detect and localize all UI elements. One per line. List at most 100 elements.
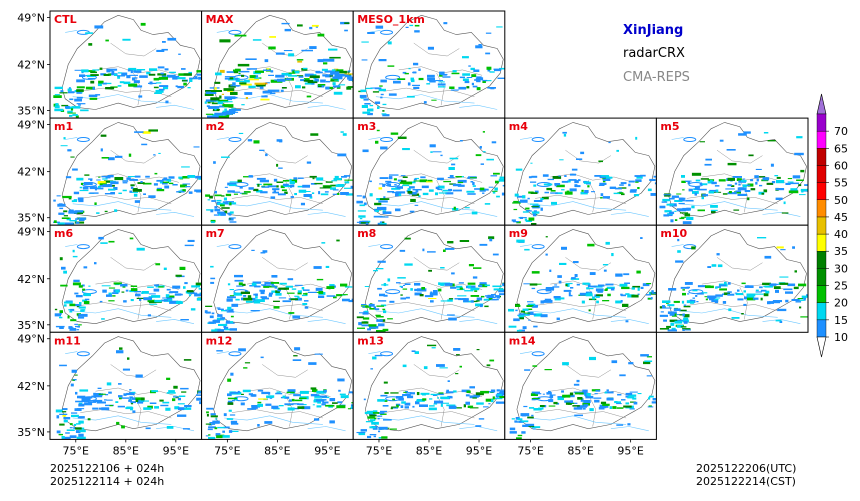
echo-cell bbox=[210, 415, 218, 418]
echo-cell bbox=[180, 319, 189, 321]
echo-cell bbox=[680, 216, 687, 218]
echo-cell bbox=[270, 196, 276, 199]
echo-cell bbox=[576, 283, 580, 286]
echo-cell bbox=[99, 67, 103, 70]
echo-cell bbox=[379, 293, 385, 297]
echo-cell bbox=[175, 85, 178, 88]
echo-cell bbox=[343, 175, 351, 177]
echo-cell bbox=[78, 324, 82, 326]
echo-cell bbox=[253, 293, 258, 296]
echo-cell bbox=[224, 326, 229, 330]
echo-cell bbox=[98, 176, 101, 178]
echo-cell bbox=[314, 353, 323, 355]
echo-cell bbox=[162, 297, 171, 299]
echo-cell bbox=[602, 264, 609, 266]
district-boundary bbox=[95, 280, 179, 290]
echo-cell bbox=[128, 399, 132, 402]
echo-cell bbox=[162, 401, 170, 404]
lon-tick-label: 85°E bbox=[567, 444, 593, 457]
panel-content bbox=[204, 229, 354, 332]
echo-cell bbox=[491, 141, 497, 144]
echo-cell bbox=[59, 310, 63, 314]
echo-cell bbox=[571, 402, 575, 404]
echo-cell bbox=[469, 407, 479, 409]
province-boundary bbox=[516, 336, 656, 432]
echo-cell bbox=[269, 292, 273, 295]
echo-cell bbox=[391, 406, 396, 408]
echo-cell bbox=[351, 298, 354, 301]
echo-cell bbox=[455, 176, 462, 178]
echo-cell bbox=[781, 212, 789, 214]
echo-cell bbox=[96, 401, 106, 404]
echo-cell bbox=[566, 190, 570, 194]
echo-cell bbox=[261, 284, 266, 286]
echo-cell bbox=[714, 298, 719, 301]
echo-cell bbox=[482, 80, 486, 83]
echo-cell bbox=[77, 416, 85, 419]
echo-cell bbox=[85, 32, 93, 34]
echo-cell bbox=[110, 192, 115, 195]
echo-cell bbox=[303, 191, 311, 192]
echo-cell bbox=[414, 351, 419, 354]
echo-cell bbox=[181, 68, 186, 70]
echo-cell bbox=[434, 400, 444, 404]
echo-cell bbox=[602, 179, 606, 183]
echo-cell bbox=[799, 194, 806, 196]
echo-cell bbox=[183, 359, 192, 361]
echo-cell bbox=[297, 24, 303, 27]
echo-cell bbox=[585, 293, 593, 297]
echo-cell bbox=[260, 296, 267, 299]
echo-cell bbox=[347, 408, 351, 410]
echo-cell bbox=[69, 327, 74, 330]
echo-cell bbox=[464, 290, 474, 292]
echo-cell bbox=[613, 192, 620, 195]
lake bbox=[385, 182, 401, 188]
echo-cell bbox=[189, 292, 198, 294]
echo-cell bbox=[682, 289, 685, 291]
echo-cell bbox=[245, 300, 253, 303]
echo-cell bbox=[262, 90, 272, 94]
echo-cell bbox=[82, 299, 87, 302]
echo-cell bbox=[113, 187, 118, 190]
echo-cell bbox=[548, 405, 556, 407]
echo-cell bbox=[211, 329, 219, 332]
echo-cell bbox=[274, 79, 286, 81]
echo-cell bbox=[318, 191, 321, 195]
echo-cell bbox=[422, 192, 429, 196]
echo-cell bbox=[315, 287, 323, 291]
echo-cell bbox=[224, 76, 236, 78]
echo-cell bbox=[260, 252, 266, 254]
echo-cell bbox=[747, 297, 756, 301]
echo-cell bbox=[284, 191, 288, 194]
echo-cell bbox=[549, 395, 554, 399]
lake bbox=[76, 244, 90, 250]
echo-cell bbox=[451, 163, 456, 166]
echo-cell bbox=[81, 398, 91, 401]
river-line bbox=[65, 30, 78, 33]
echo-cell bbox=[340, 192, 349, 195]
echo-cell bbox=[369, 325, 379, 329]
echo-cell bbox=[692, 297, 695, 299]
echo-cell bbox=[368, 324, 377, 327]
echo-cell bbox=[393, 80, 401, 84]
echo-cell bbox=[437, 185, 445, 189]
echo-cell bbox=[309, 26, 313, 30]
echo-cell bbox=[779, 276, 789, 278]
echo-cell bbox=[63, 304, 67, 307]
echo-cell bbox=[367, 416, 375, 419]
echo-cell bbox=[516, 437, 522, 440]
echo-cell bbox=[345, 193, 354, 196]
echo-cell bbox=[183, 407, 192, 410]
echo-cell bbox=[95, 94, 101, 96]
echo-cell bbox=[198, 288, 202, 290]
echo-cell bbox=[460, 176, 464, 178]
echo-cell bbox=[531, 398, 540, 400]
echo-cell bbox=[297, 185, 306, 188]
echo-cell bbox=[785, 291, 793, 294]
echo-cell bbox=[383, 283, 387, 287]
echo-cell bbox=[80, 309, 85, 312]
echo-cell bbox=[395, 193, 399, 197]
echo-cell bbox=[585, 395, 594, 399]
echo-cell bbox=[455, 407, 462, 409]
